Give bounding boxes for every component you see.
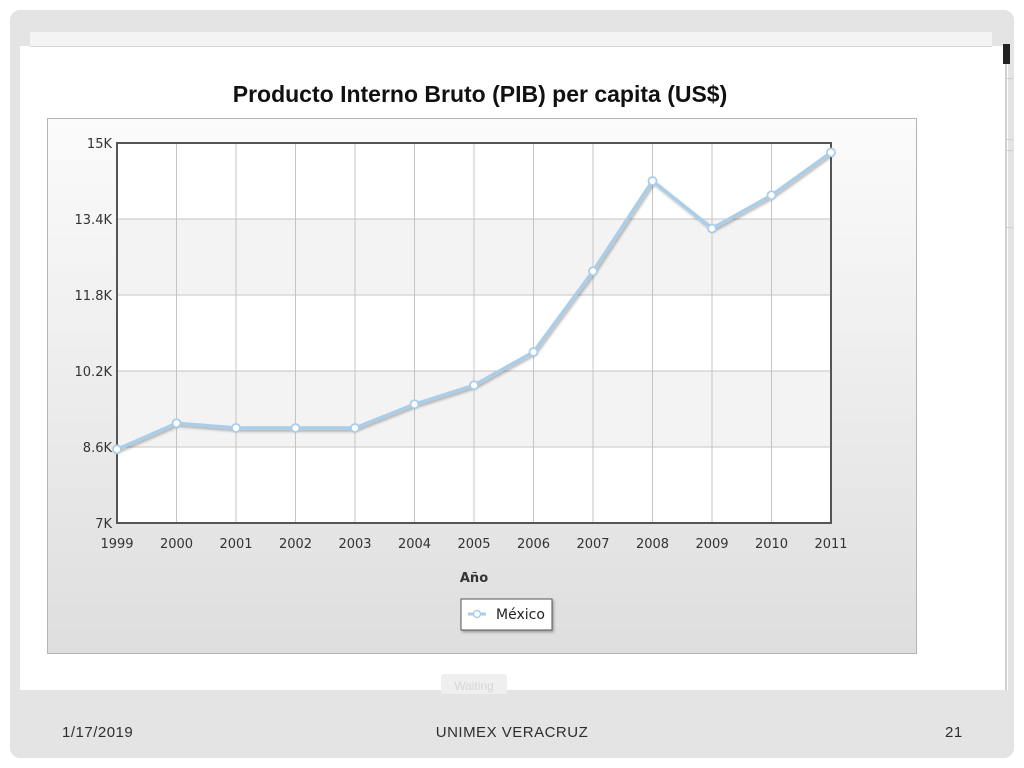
data-point[interactable]	[409, 399, 420, 410]
x-tick-label: 2006	[517, 537, 550, 552]
top-strip	[30, 32, 992, 47]
x-tick-label: 2007	[576, 537, 609, 552]
footer-organization: UNIMEX VERACRUZ	[435, 724, 589, 741]
y-tick-label: 13.4K	[75, 213, 113, 228]
x-tick-label: 2011	[814, 537, 847, 552]
data-point[interactable]	[469, 380, 479, 391]
right-edge-panel-2	[1006, 150, 1013, 228]
waiting-tab: Waiting	[441, 674, 507, 694]
footer-page-number: 21	[945, 724, 963, 741]
chart-title: Producto Interno Bruto (PIB) per capita …	[232, 81, 728, 107]
right-edge-divider	[1005, 46, 1007, 690]
y-tick-label: 15K	[87, 137, 113, 152]
data-point[interactable]	[588, 266, 598, 277]
x-tick-label: 1999	[100, 537, 133, 552]
x-tick-label: 2004	[398, 537, 431, 552]
data-point[interactable]	[350, 423, 360, 433]
data-point[interactable]	[112, 444, 122, 455]
data-point[interactable]	[290, 423, 301, 433]
x-axis-title: Año	[460, 571, 488, 586]
x-tick-label: 2010	[755, 537, 788, 552]
data-point[interactable]	[231, 423, 241, 433]
data-point[interactable]	[528, 347, 539, 357]
x-tick-label: 2002	[279, 537, 312, 552]
data-point[interactable]	[766, 190, 777, 201]
data-point[interactable]	[647, 176, 658, 186]
data-point[interactable]	[707, 223, 717, 234]
plot-area-border	[116, 142, 832, 524]
legend-label-mexico: México	[496, 607, 545, 623]
right-edge-mark	[1003, 44, 1010, 64]
legend-marker-icon	[472, 609, 482, 619]
legend[interactable]: México	[460, 598, 553, 631]
x-tick-label: 2003	[338, 537, 371, 552]
y-tick-label: 10.2K	[75, 365, 113, 380]
y-tick-label: 8.6K	[83, 441, 113, 456]
x-tick-label: 2000	[160, 537, 193, 552]
y-tick-label: 7K	[95, 517, 112, 532]
x-tick-label: 2008	[636, 537, 669, 552]
data-point[interactable]	[171, 418, 182, 429]
x-tick-label: 2009	[695, 537, 728, 552]
footer-date: 1/17/2019	[62, 724, 134, 741]
x-tick-label: 2005	[457, 537, 490, 552]
legend-box	[460, 598, 553, 631]
data-point[interactable]	[826, 147, 836, 158]
x-tick-label: 2001	[219, 537, 252, 552]
y-tick-label: 11.8K	[75, 289, 113, 304]
right-edge-panel	[1006, 78, 1013, 140]
